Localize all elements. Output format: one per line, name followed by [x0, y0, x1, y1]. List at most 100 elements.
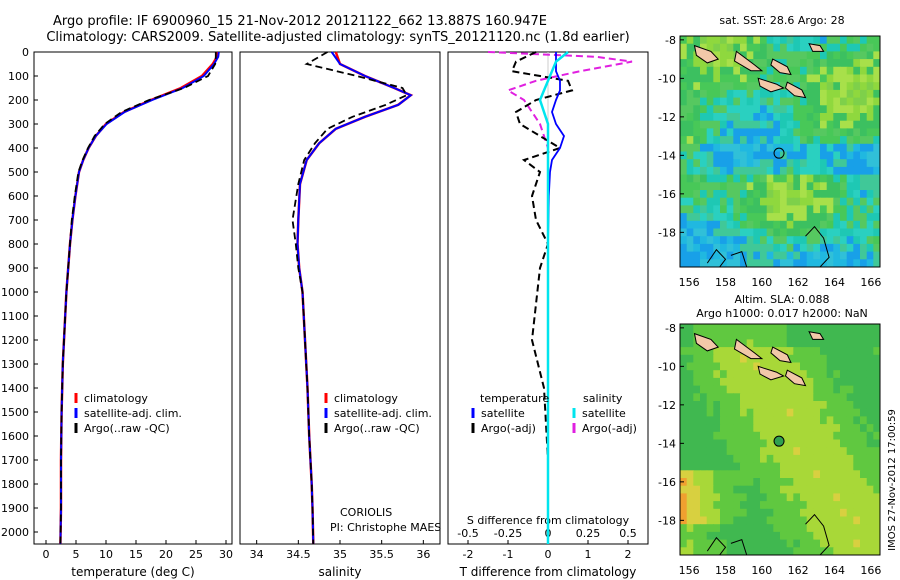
- sla-map-cell: [680, 508, 688, 518]
- depth-tick-label: 200: [8, 94, 29, 107]
- sla-map-cell: [693, 447, 701, 456]
- sst-map-cell: [806, 159, 814, 168]
- sst-map-cell: [820, 182, 828, 191]
- sla-map-cell: [720, 524, 728, 533]
- sst-map-cell: [866, 251, 874, 260]
- sst-map-cell: [846, 128, 854, 137]
- sla-map-cell: [806, 339, 814, 348]
- sst-map-cell: [720, 89, 728, 99]
- sla-map-cell: [766, 508, 774, 518]
- sst-map-cell: [706, 220, 714, 230]
- sla-map-cell: [786, 385, 794, 394]
- coriolis-note: CORIOLIS: [340, 506, 392, 519]
- sst-map-cell: [860, 159, 868, 168]
- sla-map-cell: [773, 408, 781, 417]
- sla-map-cell: [686, 331, 694, 340]
- sla-map-title2: Argo h1000: 0.017 h2000: NaN: [696, 307, 868, 320]
- sst-map-cell: [806, 113, 814, 122]
- sst-map-cell: [786, 243, 794, 253]
- sst-map-cell: [693, 174, 701, 183]
- sst-map-cell: [826, 51, 834, 60]
- sst-map-cell: [740, 36, 748, 45]
- sst-map-cell: [726, 259, 734, 267]
- sst-map-cell: [720, 82, 728, 91]
- sst-map-field: [680, 36, 880, 267]
- depth-tick-label: 2000: [1, 526, 29, 539]
- sst-map-cell: [813, 136, 821, 145]
- sla-map-cell: [860, 447, 868, 456]
- sla-map-cell: [740, 493, 748, 502]
- sst-map-cell: [706, 228, 714, 237]
- sla-map-cell: [713, 408, 721, 417]
- sla-map-cell: [713, 385, 721, 394]
- sst-map-cell: [873, 205, 880, 214]
- sst-map-cell: [700, 82, 708, 91]
- sla-map-cell: [680, 493, 688, 502]
- sla-map-cell: [686, 393, 694, 402]
- sst-map-cell: [840, 43, 848, 52]
- sst-map-cell: [826, 182, 834, 191]
- sla-map-cell: [820, 393, 828, 402]
- sla-map-cell: [766, 439, 774, 448]
- sla-map-cell: [706, 485, 714, 494]
- sst-map-cell: [846, 213, 854, 222]
- sla-map-cell: [820, 324, 828, 333]
- sst-map-cell: [840, 243, 848, 253]
- sst-map-cell: [873, 113, 880, 122]
- sla-map-cell: [860, 531, 868, 541]
- sla-map-cell: [846, 447, 854, 456]
- sst-map-cell: [833, 190, 841, 199]
- sla-map-cell: [720, 478, 728, 487]
- sla-map-cell: [826, 539, 834, 548]
- sst-map-cell: [700, 97, 708, 106]
- sla-map-cell: [786, 508, 794, 518]
- sst-map-cell: [753, 128, 761, 137]
- sla-map-cell: [680, 385, 688, 394]
- sst-map-cell: [840, 74, 848, 83]
- sst-map-cell: [866, 74, 874, 83]
- tdiff-legend-label: Argo(-adj): [481, 422, 536, 435]
- sst-map-cell: [873, 174, 880, 183]
- sla-map-cell: [793, 478, 801, 487]
- sst-map-cell: [866, 51, 874, 60]
- sla-map-cell: [853, 370, 861, 379]
- sla-map-cell: [853, 508, 861, 518]
- sla-map-cell: [720, 454, 728, 464]
- tdiff-argo-line: [510, 51, 574, 544]
- temp-legend-label: Argo(..raw -QC): [84, 422, 170, 435]
- sst-map-cell: [780, 51, 788, 60]
- sla-map-cell: [760, 478, 768, 487]
- sla-map-cell: [813, 531, 821, 541]
- sst-map-cell: [826, 159, 834, 168]
- temp-xaxis-tick-label: 5: [73, 548, 80, 561]
- sla-map-cell: [813, 516, 821, 525]
- sla-map-cell: [853, 501, 861, 510]
- sst-map-cell: [680, 251, 688, 260]
- sla-map-cell: [713, 478, 721, 487]
- sla-map-cell: [706, 324, 714, 333]
- sla-map-cell: [680, 339, 688, 348]
- sla-map-cell: [700, 385, 708, 394]
- sst-map-cell: [686, 59, 694, 68]
- sla-map-cell: [866, 470, 874, 479]
- sst-map-cell: [686, 166, 694, 176]
- sla-map-cell: [846, 401, 854, 410]
- sla-map-cell: [746, 354, 754, 364]
- sla-map-cell: [793, 547, 801, 555]
- temp-legend-label: satellite-adj. clim.: [84, 407, 182, 420]
- sla-map-cell: [746, 485, 754, 494]
- sst-map-cell: [713, 236, 721, 245]
- sla-map-cell: [713, 354, 721, 364]
- sst-map-cell: [793, 190, 801, 199]
- sla-map-cell: [846, 516, 854, 525]
- sla-map-cell: [840, 424, 848, 433]
- sla-map-cell: [773, 393, 781, 402]
- sst-map-cell: [866, 166, 874, 176]
- sst-map-cell: [860, 151, 868, 160]
- sla-map-cell: [713, 516, 721, 525]
- sst-map-cell: [786, 89, 794, 99]
- sst-map-cell: [853, 36, 861, 45]
- sla-map-cell: [806, 370, 814, 379]
- sst-map-cell: [840, 182, 848, 191]
- sla-map-cell: [860, 516, 868, 525]
